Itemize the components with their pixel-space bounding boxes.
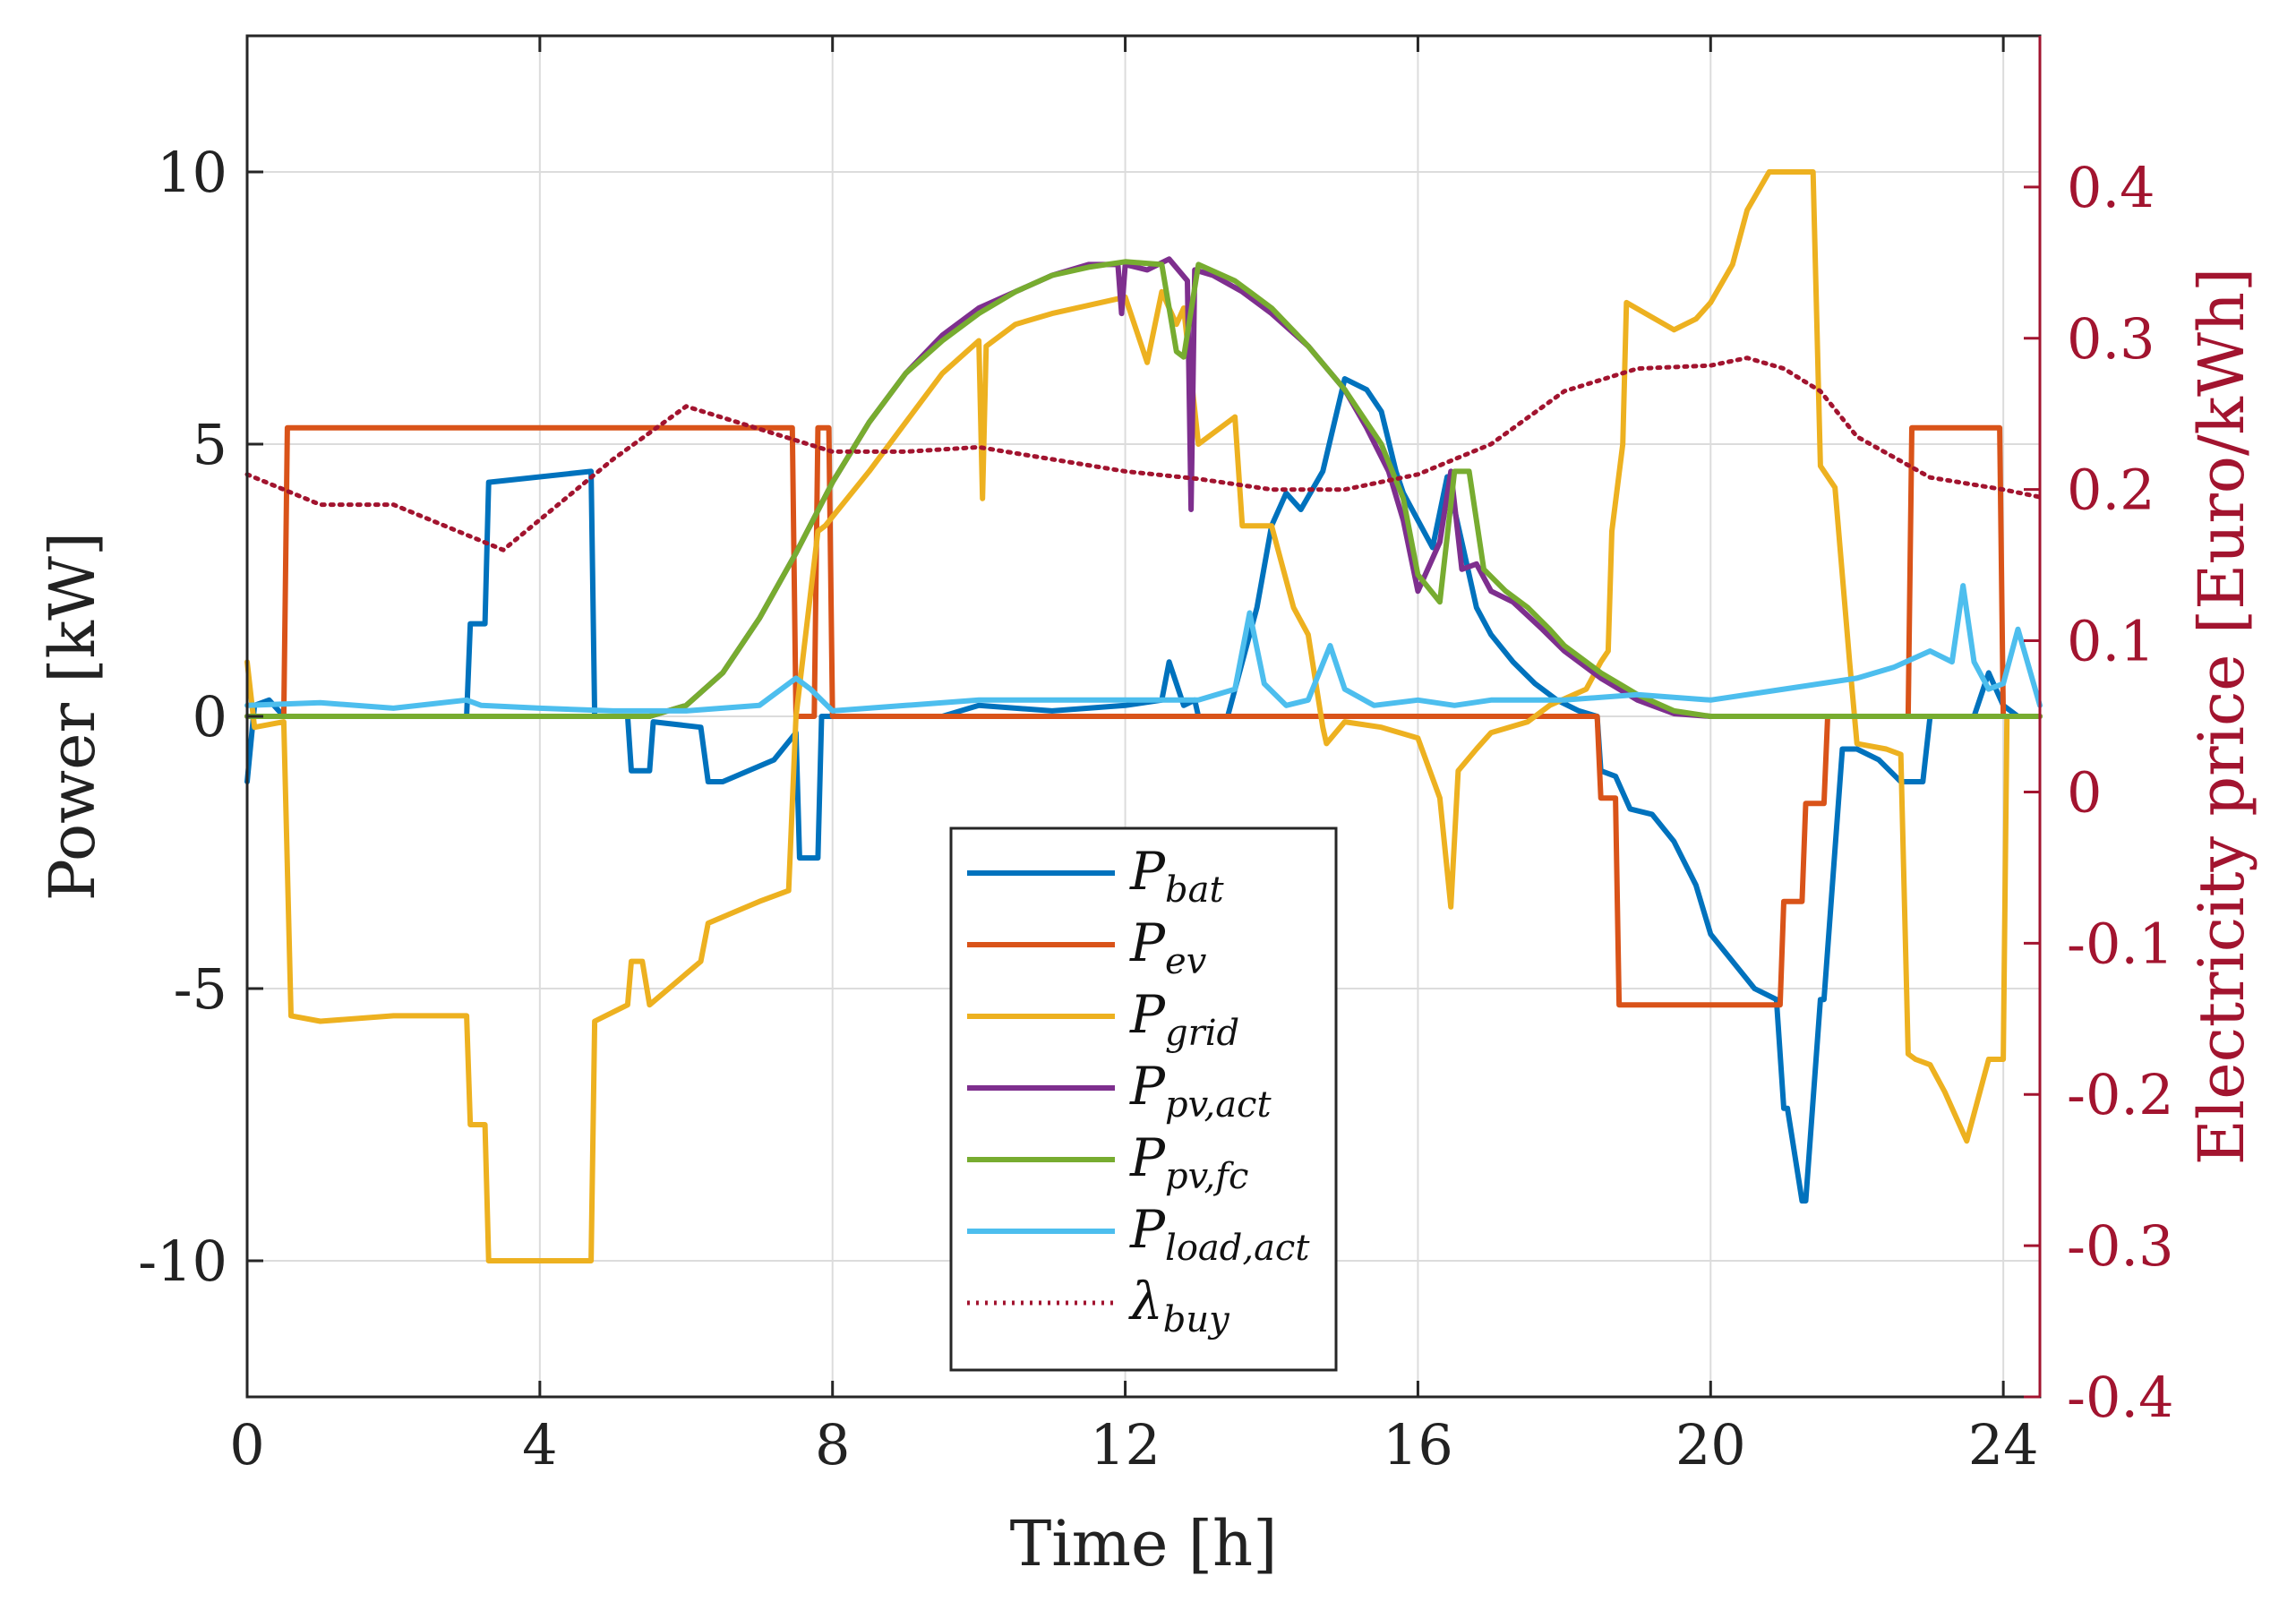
legend-label: λbuy [1128,1271,1230,1340]
y-axis-title-left: Power [kW] [36,532,109,901]
y-tick-label-right: 0.2 [2067,458,2155,523]
series-line-p-pv-fc [244,259,2043,719]
y-tick-label-left: -5 [174,956,227,1022]
y-axis-title-right: Electricity price [Euro/kWh] [2185,268,2258,1166]
y-tick-label-right: -0.4 [2067,1365,2174,1430]
series-line-p-ev [244,424,2043,1008]
x-axis-title: Time [h] [1010,1507,1278,1580]
legend-label: Pbat [1129,841,1224,911]
y-tick-label-right: -0.1 [2067,911,2174,976]
x-tick-label: 24 [1968,1412,2039,1477]
legend-label: Pgrid [1129,984,1239,1054]
data-lines [244,169,2043,1263]
y-tick-label-right: 0.3 [2067,306,2155,372]
series-line-p-grid [244,169,2043,1263]
y-tick-label-right: 0 [2067,759,2102,825]
y-tick-label-right: -0.3 [2067,1213,2174,1279]
x-tick-label: 8 [815,1412,850,1477]
x-tick-label: 12 [1090,1412,1161,1477]
series-line-lambda-buy [244,355,2043,552]
y-tick-label-right: 0.1 [2067,609,2155,674]
y-tick-label-left: 5 [193,412,227,477]
ticks: 0 4 8 12 16 20 24 -10 -5 0 5 10 -0.4 -0.3 -0.2 -0.1 0 0.1… [138,36,2174,1477]
y-tick-label-left: 10 [157,140,227,205]
x-tick-label: 0 [229,1412,264,1477]
series-line-p-load-act [244,583,2043,714]
series-line-p-bat [244,376,2043,1204]
y-tick-label-left: -10 [138,1229,227,1294]
legend-box [949,826,1338,1372]
legend-label: Pload,act [1129,1199,1310,1269]
x-tick-label: 16 [1383,1412,1453,1477]
x-tick-label: 20 [1675,1412,1746,1477]
legend-label: Ppv,fc [1129,1127,1248,1197]
legend-label: Ppv,act [1129,1056,1272,1126]
legend-label: Pev [1129,912,1207,982]
y-tick-label-left: 0 [193,684,227,749]
y-tick-label-right: -0.2 [2067,1062,2174,1127]
y-tick-label-right: 0.4 [2067,155,2155,220]
x-tick-label: 4 [522,1412,557,1477]
